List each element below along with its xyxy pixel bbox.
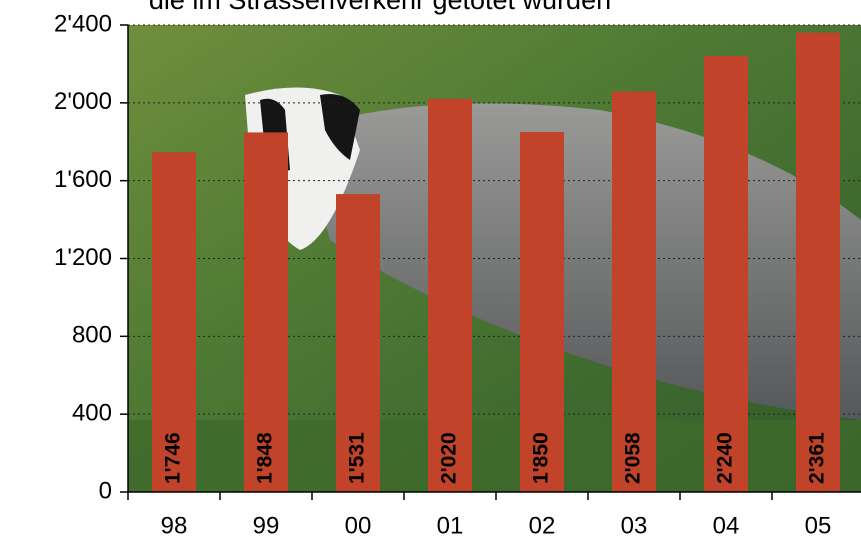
- x-tick-label: 01: [437, 512, 464, 539]
- bar: [336, 194, 380, 493]
- x-tick-label: 02: [529, 512, 556, 539]
- value-label: 1'531: [346, 432, 369, 484]
- y-tick-label: 2'400: [54, 10, 112, 37]
- chart-title: die im Strassenverkehr getötet wurden: [149, 0, 611, 15]
- bar: [704, 56, 748, 493]
- bar: [612, 91, 656, 493]
- bar: [244, 132, 288, 492]
- x-tick-label: 03: [621, 512, 648, 539]
- value-label: 2'361: [806, 432, 829, 484]
- value-label: 2'240: [714, 432, 737, 484]
- value-label: 2'020: [438, 432, 461, 484]
- bar: [796, 32, 840, 493]
- x-tick-label: 99: [253, 512, 280, 539]
- value-label: 1'746: [162, 432, 185, 484]
- x-tick-label: 05: [805, 512, 832, 539]
- y-tick-label: 1'600: [54, 166, 112, 193]
- y-tick-label: 2'000: [54, 88, 112, 115]
- value-label: 1'848: [254, 432, 277, 484]
- y-tick-label: 0: [99, 477, 112, 504]
- bar: [428, 98, 472, 493]
- bar: [520, 132, 564, 493]
- value-label: 1'850: [530, 432, 553, 484]
- y-tick-label: 1'200: [54, 244, 112, 271]
- x-tick-label: 00: [345, 512, 372, 539]
- x-tick-label: 04: [713, 512, 740, 539]
- y-tick-label: 400: [72, 400, 112, 427]
- bar: [152, 152, 196, 492]
- x-tick-label: 98: [161, 512, 188, 539]
- value-label: 2'058: [622, 432, 645, 484]
- y-tick-label: 800: [72, 322, 112, 349]
